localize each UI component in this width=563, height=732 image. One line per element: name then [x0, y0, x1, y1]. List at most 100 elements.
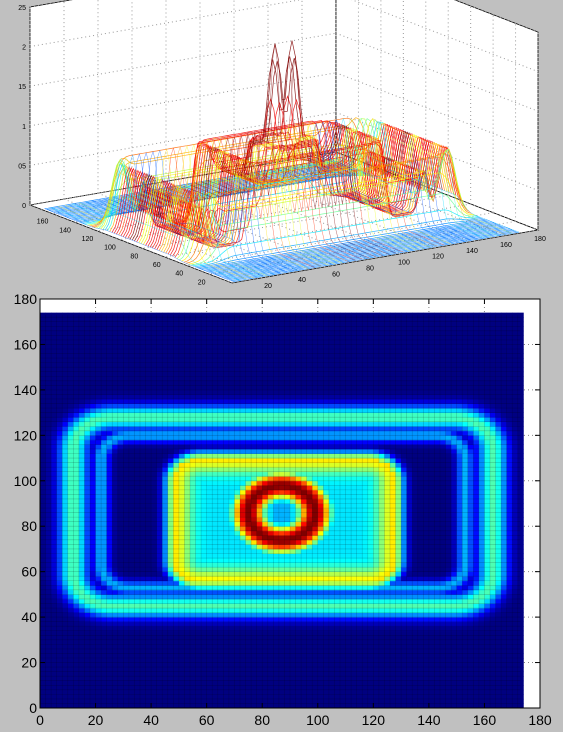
heatmap-cell	[45, 589, 52, 595]
heatmap-cell	[340, 358, 346, 364]
heatmap-cell	[167, 617, 174, 623]
heatmap-cell	[140, 667, 146, 673]
heatmap-cell	[262, 394, 269, 400]
heatmap-cell	[73, 412, 80, 418]
heatmap-cell	[123, 448, 130, 454]
heatmap-cell	[117, 608, 124, 613]
heatmap-cell	[140, 658, 146, 663]
heatmap-cell	[184, 521, 191, 527]
heatmap-cell	[67, 617, 74, 623]
heatmap-cell	[90, 680, 96, 686]
heatmap-cell	[45, 598, 52, 604]
heatmap-cell	[273, 471, 280, 477]
heatmap-cell	[40, 526, 46, 532]
heatmap-cell	[67, 317, 74, 323]
heatmap-cell	[240, 503, 246, 509]
heatmap-cell	[134, 358, 141, 364]
heatmap-cell	[178, 635, 185, 641]
heatmap-cell	[51, 644, 58, 650]
heatmap-cell	[78, 398, 85, 404]
heatmap-cell	[234, 348, 241, 354]
heatmap-cell	[184, 553, 191, 559]
heatmap-cell	[167, 585, 174, 591]
heatmap-cell	[95, 648, 102, 654]
heatmap-cell	[201, 344, 208, 350]
heatmap-cell	[90, 485, 96, 491]
heatmap-cell	[156, 453, 163, 459]
heatmap-cell	[201, 603, 208, 609]
heatmap-cell	[101, 330, 108, 336]
heatmap-cell	[40, 398, 46, 404]
heatmap-cell	[90, 321, 96, 327]
heatmap-cell	[295, 458, 302, 463]
heatmap-cell	[245, 371, 252, 377]
heatmap-cell	[95, 476, 102, 482]
heatmap-cell	[284, 462, 291, 468]
surface-mesh-line	[289, 118, 479, 240]
heatmap-cell	[295, 689, 302, 695]
heatmap-cell	[201, 353, 208, 359]
heatmap-cell	[217, 458, 224, 463]
heatmap-cell	[123, 517, 130, 523]
heatmap-cell	[206, 385, 213, 391]
heatmap-cell	[201, 408, 208, 414]
heatmap-cell	[178, 689, 185, 695]
heatmap-cell	[251, 312, 258, 318]
heatmap-cell	[90, 671, 96, 677]
heatmap-cell	[340, 630, 346, 636]
heatmap-cell	[245, 512, 252, 518]
heatmap-cell	[278, 585, 285, 591]
heatmap-cell	[301, 535, 308, 541]
heatmap-cell	[334, 430, 341, 436]
heatmap-cell	[117, 639, 124, 645]
heatmap-cell	[117, 526, 124, 532]
heatmap-cell	[284, 571, 291, 577]
heatmap-cell	[112, 503, 119, 509]
heatmap-cell	[240, 603, 246, 609]
heatmap-cell	[340, 326, 346, 332]
heatmap-cell	[273, 653, 280, 659]
heatmap-cell	[62, 694, 69, 700]
heatmap-cell	[106, 358, 113, 364]
heatmap-cell	[78, 571, 85, 577]
heatmap-cell	[240, 521, 246, 527]
heatmap-cell	[317, 639, 324, 645]
heatmap-cell	[295, 667, 302, 673]
heatmap-cell	[101, 548, 108, 554]
heatmap-cell	[251, 494, 258, 500]
heatmap-cell	[334, 435, 341, 441]
heatmap-cell	[156, 594, 163, 600]
heatmap-cell	[190, 698, 196, 704]
heatmap-cell	[267, 485, 274, 491]
heatmap-cell	[73, 358, 80, 364]
heatmap-cell	[240, 630, 246, 636]
heatmap-cell	[323, 467, 330, 473]
heatmap-cell	[290, 667, 296, 673]
heatmap-cell	[223, 317, 230, 323]
heatmap-cell	[340, 462, 346, 468]
heatmap-cell	[162, 344, 169, 350]
heatmap-cell	[106, 321, 113, 327]
heatmap-cell	[78, 476, 85, 482]
heatmap-cell	[206, 580, 213, 586]
heatmap-cell	[195, 380, 202, 386]
heatmap-cell	[312, 471, 319, 477]
heatmap-cell	[256, 512, 263, 518]
heatmap-cell	[301, 626, 308, 632]
heatmap-cell	[117, 558, 124, 563]
heatmap-cell	[101, 630, 108, 636]
heatmap-cell	[112, 658, 119, 663]
heatmap-cell	[223, 626, 230, 632]
heatmap-cell	[134, 353, 141, 359]
heatmap-cell	[56, 335, 63, 341]
heatmap-cell	[262, 676, 269, 682]
heatmap-cell	[90, 548, 96, 554]
heatmap-cell	[323, 567, 330, 573]
heatmap-cell	[117, 635, 124, 641]
heatmap-cell	[251, 339, 258, 345]
heatmap-cell	[106, 367, 113, 373]
heatmap-cell	[290, 430, 296, 436]
heatmap-cell	[212, 580, 219, 586]
heatmap-cell	[262, 330, 269, 336]
heatmap-cell	[73, 494, 80, 500]
